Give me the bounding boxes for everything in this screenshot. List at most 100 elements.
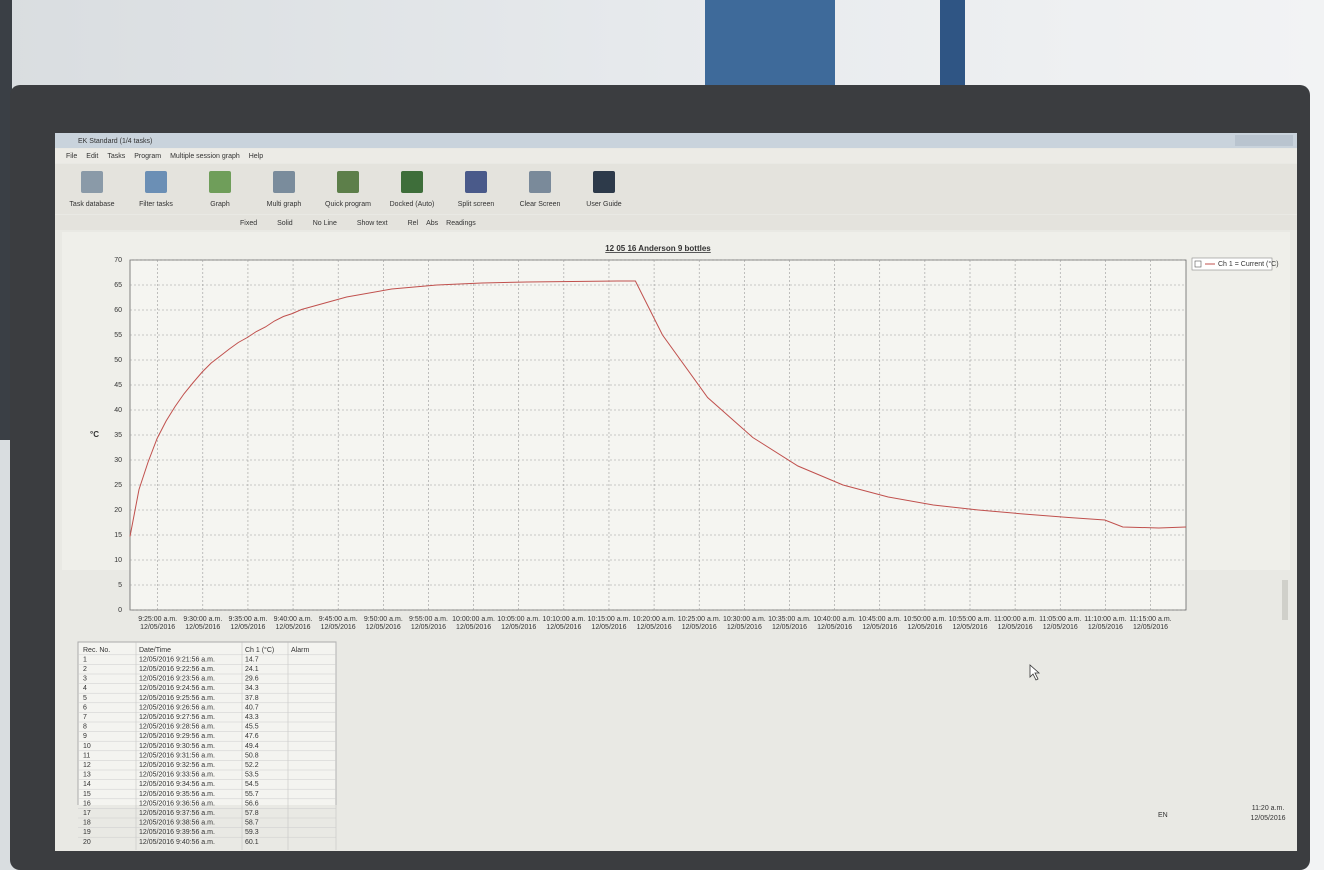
window-controls[interactable]	[1235, 135, 1293, 146]
x-tick-label: 10:40:00 a.m.	[813, 616, 856, 623]
toolbar-label: User Guide	[586, 201, 622, 208]
x-tick-label: 10:35:00 a.m.	[768, 616, 811, 623]
y-tick-label: 65	[114, 282, 122, 289]
toolbar-label: Task database	[69, 201, 114, 208]
x-tick-label: 11:10:00 a.m.	[1084, 616, 1126, 623]
table-cell: 2	[83, 666, 87, 673]
toolbar2-item[interactable]: Readings	[446, 220, 476, 227]
table-cell: 12	[83, 762, 91, 769]
taskbar-date: 12/05/2016	[1250, 815, 1285, 822]
y-tick-label: 40	[114, 407, 122, 414]
toolbar-icon	[465, 171, 487, 193]
x-tick-label: 9:45:00 a.m.	[319, 616, 358, 623]
x-tick-label: 10:25:00 a.m.	[678, 616, 721, 623]
table-cell: 34.3	[245, 685, 259, 692]
menu-item[interactable]: Tasks	[107, 153, 125, 160]
toolbar-icon	[529, 171, 551, 193]
table-cell: 13	[83, 772, 91, 779]
x-tick-date: 12/05/2016	[907, 624, 942, 631]
x-tick-date: 12/05/2016	[185, 624, 220, 631]
legend-box	[1191, 257, 1273, 271]
toolbar-icon	[273, 171, 295, 193]
toolbar-icon	[209, 171, 231, 193]
table-cell: 3	[83, 676, 87, 683]
menu-item[interactable]: Multiple session graph	[170, 153, 240, 160]
table-cell: 12/05/2016 9:36:56 a.m.	[139, 800, 215, 807]
table-cell: 15	[83, 791, 91, 798]
toolbar2-item[interactable]: Solid	[277, 220, 293, 227]
x-tick-label: 10:00:00 a.m.	[452, 616, 495, 623]
x-tick-date: 12/05/2016	[862, 624, 897, 631]
table-cell: 37.8	[245, 695, 259, 702]
chart-title: 12 05 16 Anderson 9 bottles	[605, 244, 711, 253]
table-cell: 8	[83, 724, 87, 731]
x-tick-label: 10:10:00 a.m.	[542, 616, 585, 623]
x-tick-date: 12/05/2016	[230, 624, 265, 631]
scrollbar[interactable]	[1282, 580, 1288, 620]
table-cell: 12/05/2016 9:38:56 a.m.	[139, 820, 215, 827]
y-tick-label: 50	[114, 357, 122, 364]
toolbar-label: Clear Screen	[520, 201, 561, 208]
toolbar2-item[interactable]: Rel	[408, 220, 419, 227]
x-tick-label: 9:40:00 a.m.	[274, 616, 313, 623]
x-tick-label: 10:30:00 a.m.	[723, 616, 766, 623]
x-tick-date: 12/05/2016	[682, 624, 717, 631]
taskbar-language: EN	[1158, 812, 1168, 819]
y-tick-label: 25	[114, 482, 122, 489]
legend-checkbox[interactable]	[1194, 260, 1202, 268]
table-cell: 55.7	[245, 791, 259, 798]
table-cell: 56.6	[245, 800, 259, 807]
table-cell: 7	[83, 714, 87, 721]
x-tick-label: 9:35:00 a.m.	[228, 616, 267, 623]
table-cell: 49.4	[245, 743, 259, 750]
table-cell: 60.1	[245, 839, 259, 846]
x-tick-date: 12/05/2016	[321, 624, 356, 631]
toolbar-icon	[81, 171, 103, 193]
toolbar2-item[interactable]: Fixed	[240, 220, 257, 227]
legend-label: Ch 1 = Current (°C)	[1218, 260, 1279, 268]
mouse-cursor	[1029, 664, 1041, 681]
table-cell: 6	[83, 704, 87, 711]
menu-item[interactable]: Program	[134, 153, 161, 160]
background-object	[705, 0, 835, 90]
table-cell: 12/05/2016 9:33:56 a.m.	[139, 772, 215, 779]
table-cell: 43.3	[245, 714, 259, 721]
table-cell: 58.7	[245, 820, 259, 827]
table-cell: 52.2	[245, 762, 259, 769]
menu-item[interactable]: Edit	[86, 153, 98, 160]
x-tick-date: 12/05/2016	[546, 624, 581, 631]
menu-item[interactable]: File	[66, 153, 77, 160]
toolbar-label: Graph	[210, 201, 230, 208]
x-tick-label: 9:50:00 a.m.	[364, 616, 403, 623]
table-cell: 40.7	[245, 704, 259, 711]
x-tick-date: 12/05/2016	[998, 624, 1033, 631]
y-tick-label: 35	[114, 432, 122, 439]
x-tick-label: 11:00:00 a.m.	[994, 616, 1036, 623]
toolbar2-item[interactable]: Show text	[357, 220, 388, 227]
table-cell: 12/05/2016 9:21:56 a.m.	[139, 656, 215, 663]
y-tick-label: 15	[114, 532, 122, 539]
toolbar2-item[interactable]: No Line	[313, 220, 337, 227]
y-tick-label: 0	[118, 607, 122, 614]
table-cell: 9	[83, 733, 87, 740]
table-cell: 12/05/2016 9:25:56 a.m.	[139, 695, 215, 702]
table-cell: 12/05/2016 9:30:56 a.m.	[139, 743, 215, 750]
taskbar-time: 11:20 a.m.	[1252, 805, 1285, 812]
table-cell: 14.7	[245, 656, 259, 663]
toolbar-icon	[593, 171, 615, 193]
x-tick-label: 10:15:00 a.m.	[588, 616, 631, 623]
toolbar-label: Quick program	[325, 201, 371, 208]
table-cell: 12/05/2016 9:27:56 a.m.	[139, 714, 215, 721]
y-tick-label: 60	[114, 307, 122, 314]
menu-item[interactable]: Help	[249, 153, 264, 160]
table-cell: 54.5	[245, 781, 259, 788]
table-cell: 12/05/2016 9:28:56 a.m.	[139, 724, 215, 731]
x-tick-label: 9:25:00 a.m.	[138, 616, 177, 623]
table-cell: 19	[83, 829, 91, 836]
x-tick-label: 11:05:00 a.m.	[1039, 616, 1081, 623]
x-tick-date: 12/05/2016	[456, 624, 491, 631]
toolbar2-item[interactable]: Abs	[426, 220, 439, 227]
x-tick-date: 12/05/2016	[772, 624, 807, 631]
x-tick-label: 10:20:00 a.m.	[633, 616, 676, 623]
